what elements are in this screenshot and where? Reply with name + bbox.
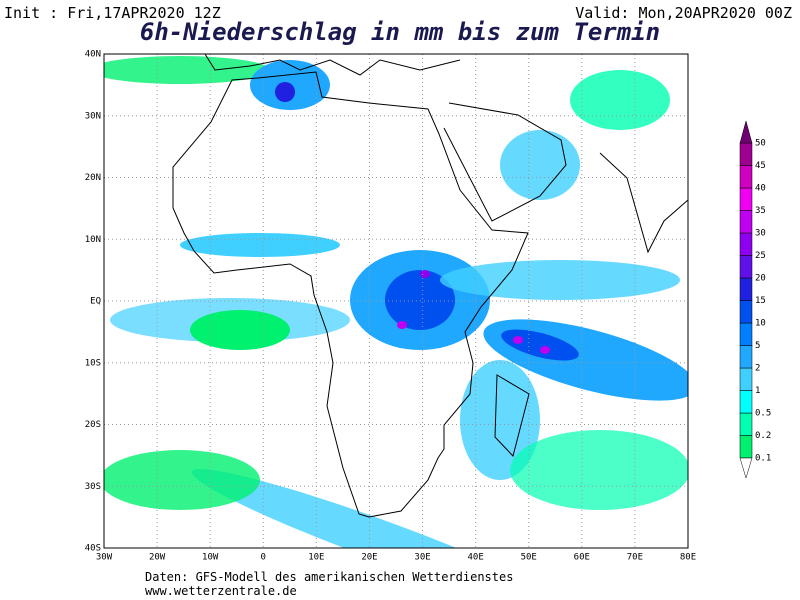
lon-label: 60E <box>574 553 590 563</box>
map-frame <box>103 53 689 549</box>
colorbar-label: 0.1 <box>755 454 771 464</box>
colorbar-label: 25 <box>755 251 766 261</box>
lat-label: EQ <box>90 297 101 307</box>
map-area <box>103 53 689 549</box>
colorbar-cap <box>739 120 753 144</box>
colorbar-label: 5 <box>755 341 760 351</box>
data-source: Daten: GFS-Modell des amerikanischen Wet… <box>145 570 513 584</box>
colorbar-segment <box>739 345 753 369</box>
colorbar-label: 30 <box>755 229 766 239</box>
colorbar-segment <box>739 277 753 301</box>
lon-label: 40E <box>468 553 484 563</box>
colorbar-segment <box>739 187 753 211</box>
colorbar-segment <box>739 390 753 414</box>
lat-label: 30S <box>85 482 101 492</box>
coastlines <box>172 54 688 518</box>
lat-label: 20N <box>85 173 101 183</box>
colorbar-label: 50 <box>755 139 766 149</box>
colorbar-segment <box>739 322 753 346</box>
colorbar-label: 35 <box>755 206 766 216</box>
colorbar-segment <box>739 165 753 189</box>
colorbar-segment <box>739 142 753 166</box>
colorbar-segment <box>739 232 753 256</box>
colorbar-label: 10 <box>755 319 766 329</box>
colorbar-label: 45 <box>755 161 766 171</box>
source-url: www.wetterzentrale.de <box>145 584 297 598</box>
lon-label: 70E <box>627 553 643 563</box>
lon-label: 50E <box>521 553 537 563</box>
valid-time: Valid: Mon,20APR2020 00Z <box>575 4 792 22</box>
lon-label: 20E <box>361 553 377 563</box>
colorbar-segment <box>739 435 753 459</box>
lon-label: 20W <box>149 553 166 563</box>
lat-label: 20S <box>85 420 101 430</box>
lon-label: 0 <box>261 553 266 563</box>
precipitation <box>104 56 688 548</box>
colorbar-label: 20 <box>755 274 766 284</box>
colorbar-segment <box>739 412 753 436</box>
graticule <box>104 54 688 548</box>
colorbar-label: 0.5 <box>755 409 771 419</box>
init-time: Init : Fri,17APR2020 12Z <box>4 4 221 22</box>
colorbar-segment <box>739 300 753 324</box>
colorbar-segment <box>739 210 753 234</box>
lon-label: 80E <box>680 553 696 563</box>
lon-label: 30W <box>96 553 113 563</box>
lat-label: 10S <box>85 358 101 368</box>
lat-label: 30N <box>85 111 101 121</box>
colorbar-label: 15 <box>755 296 766 306</box>
lat-label: 40S <box>85 544 101 554</box>
lon-label: 10W <box>202 553 219 563</box>
lat-label: 40N <box>85 50 101 60</box>
colorbar-label: 1 <box>755 386 760 396</box>
colorbar-label: 0.2 <box>755 431 771 441</box>
map-title: 6h-Niederschlag in mm bis zum Termin <box>140 18 660 46</box>
lon-label: 10E <box>308 553 324 563</box>
lon-label: 30E <box>414 553 430 563</box>
colorbar-segment <box>739 367 753 391</box>
colorbar-label: 40 <box>755 184 766 194</box>
colorbar-segment <box>739 255 753 279</box>
colorbar-foot <box>739 457 753 479</box>
lat-label: 10N <box>85 235 101 245</box>
colorbar-label: 2 <box>755 364 760 374</box>
